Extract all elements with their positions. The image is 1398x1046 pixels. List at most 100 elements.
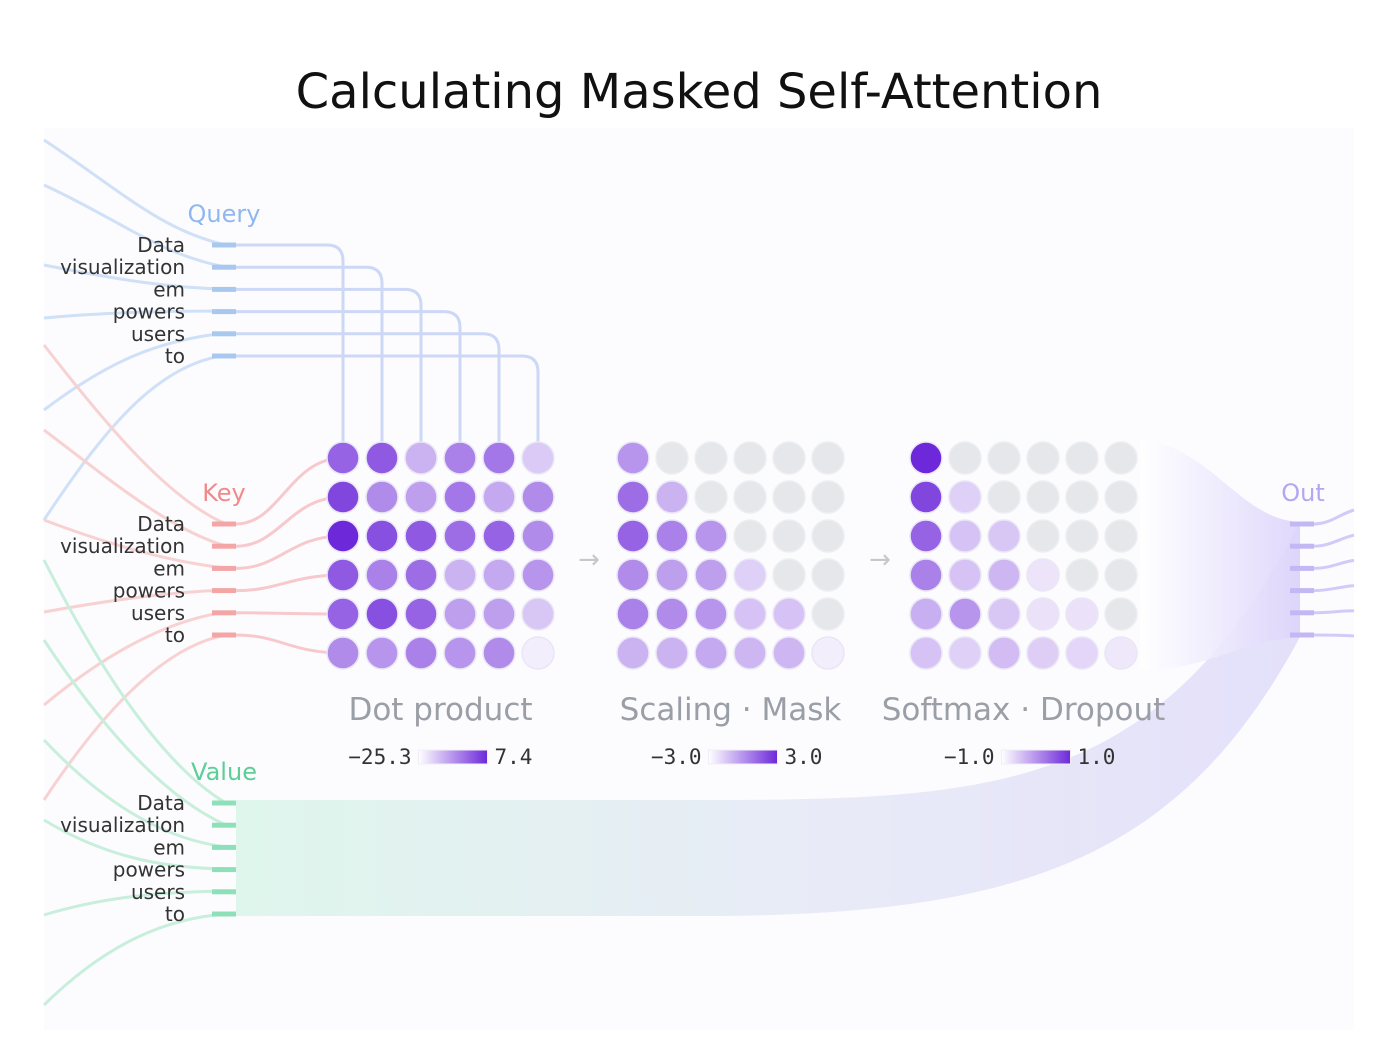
matrix-cell — [616, 441, 650, 475]
token-label: em — [153, 835, 185, 859]
token-label: powers — [113, 579, 185, 603]
masked-cell — [1065, 558, 1099, 592]
matrix-cell — [948, 519, 982, 553]
matrix-cell — [909, 636, 943, 670]
value-tick — [212, 911, 236, 917]
matrix-cell — [326, 519, 360, 553]
masked-cell — [1026, 519, 1060, 553]
matrix-cell — [365, 558, 399, 592]
matrix-cell — [655, 480, 689, 514]
input-curve — [43, 428, 227, 548]
matrix-cell — [365, 480, 399, 514]
masked-cell — [733, 519, 767, 553]
query-connector — [236, 354, 540, 458]
masked-cell — [733, 441, 767, 475]
matrix-cell — [443, 480, 477, 514]
out-curve — [1313, 558, 1355, 570]
matrix-cell — [909, 480, 943, 514]
matrix-cell — [1026, 597, 1060, 631]
masked-cell — [1104, 519, 1138, 553]
input-curve — [42, 912, 227, 1007]
matrix-cell — [909, 558, 943, 592]
matrix-cell — [521, 519, 555, 553]
token-label: visualization — [60, 255, 185, 279]
out-curve — [1313, 508, 1355, 526]
matrix-cell — [987, 597, 1021, 631]
out-curve — [1313, 584, 1355, 593]
matrix-cell — [987, 558, 1021, 592]
matrix-cell — [909, 441, 943, 475]
token-label: em — [153, 277, 185, 301]
out-tick — [1290, 632, 1314, 638]
matrix-cell — [404, 597, 438, 631]
masked-cell — [1104, 441, 1138, 475]
matrix-cell — [482, 636, 516, 670]
matrix-cell — [1065, 636, 1099, 670]
legend-min: −1.0 — [944, 745, 995, 769]
key-tick — [212, 521, 236, 527]
query-tick — [212, 309, 236, 315]
input-curve — [43, 610, 227, 707]
page-title: Calculating Masked Self-Attention — [296, 64, 1103, 120]
input-curve — [43, 263, 227, 291]
arrow-icon: → — [578, 545, 600, 575]
matrix-cell — [521, 636, 555, 670]
masked-cell — [1026, 441, 1060, 475]
matrix-cell — [655, 519, 689, 553]
query-tick — [212, 286, 236, 292]
out-ticks — [1290, 508, 1355, 638]
key-tick — [212, 588, 236, 594]
legend-max: 7.4 — [495, 745, 533, 769]
arrow-icon: → — [869, 545, 891, 575]
key-tick — [212, 565, 236, 571]
key-label: Key — [202, 479, 246, 507]
masked-cell — [1104, 597, 1138, 631]
token-label: users — [131, 601, 185, 625]
matrix-cell — [1065, 597, 1099, 631]
matrix-cell — [616, 636, 650, 670]
out-curve — [1313, 609, 1355, 615]
token-label: users — [131, 322, 185, 346]
query-tick — [212, 264, 236, 270]
key-tick — [212, 610, 236, 616]
matrix-cell — [326, 636, 360, 670]
masked-cell — [1104, 558, 1138, 592]
value-tick — [212, 822, 236, 828]
matrix-cell — [811, 636, 845, 670]
legend-gradient-bar — [708, 749, 778, 765]
masked-cell — [772, 519, 806, 553]
masked-cell — [987, 441, 1021, 475]
matrix-cell — [443, 441, 477, 475]
out-tick — [1290, 565, 1314, 571]
matrix-cell — [772, 597, 806, 631]
masked-cell — [772, 558, 806, 592]
value-tick — [212, 800, 236, 806]
query-connector — [236, 287, 423, 458]
legend-max: 3.0 — [785, 745, 823, 769]
masked-cell — [811, 441, 845, 475]
out-tick — [1290, 543, 1314, 549]
token-label: visualization — [60, 534, 185, 558]
value-tick — [212, 867, 236, 873]
masked-cell — [811, 480, 845, 514]
matrix-cell — [616, 597, 650, 631]
matrix-cell — [694, 519, 728, 553]
masked-cell — [811, 558, 845, 592]
query-connector — [236, 310, 462, 458]
matrix-cell — [616, 480, 650, 514]
matrix-cell — [326, 480, 360, 514]
matrix-cell — [733, 558, 767, 592]
key-tick — [212, 632, 236, 638]
out-tick — [1290, 521, 1314, 527]
query-connector — [236, 332, 501, 458]
token-label: powers — [113, 300, 185, 324]
token-label: visualization — [60, 813, 185, 837]
matrix-cell — [948, 636, 982, 670]
input-curve — [43, 331, 227, 412]
legend-min: −3.0 — [651, 745, 702, 769]
masked-cell — [655, 441, 689, 475]
matrix-cell — [694, 636, 728, 670]
matrix-cell — [616, 519, 650, 553]
matrix-cell — [365, 636, 399, 670]
